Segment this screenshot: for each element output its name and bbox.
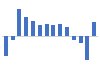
Bar — [79, 36, 83, 43]
Bar — [72, 36, 76, 40]
Bar — [85, 36, 90, 60]
Bar — [58, 24, 62, 36]
Bar — [4, 36, 8, 56]
Bar — [31, 21, 35, 36]
Bar — [17, 9, 21, 36]
Bar — [38, 25, 42, 36]
Bar — [24, 17, 28, 36]
Bar — [51, 25, 55, 36]
Bar — [92, 22, 96, 36]
Bar — [65, 27, 69, 36]
Bar — [45, 24, 49, 36]
Bar — [10, 36, 15, 40]
